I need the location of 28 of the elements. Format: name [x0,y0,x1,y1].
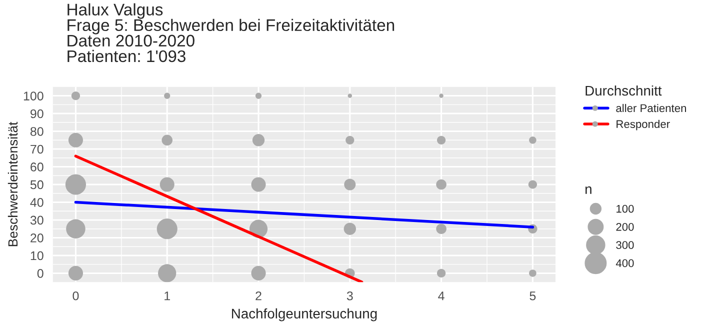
y-tick-label: 100 [24,92,44,100]
y-tick-label: 10 [30,251,44,260]
x-tick-label: 0 [72,291,79,300]
y-tick-label: 30 [30,216,44,225]
y-tick-label: 40 [30,198,44,207]
y-tick-label: 60 [30,162,44,172]
y-tick-label: 20 [30,234,44,242]
y-tick-label: 80 [30,127,44,136]
legend-label: 300 [616,241,634,249]
x-tick-label: 2 [256,291,262,300]
legend-label: aller Patienten [616,104,686,112]
legend-label: Responder [616,120,670,130]
legend-label: 400 [616,259,634,268]
y-tick-label: 50 [30,180,44,190]
x-tick-label: 1 [164,292,170,300]
legend-label: 200 [616,222,634,231]
legend-label: 100 [616,204,634,213]
y-tick-label: 70 [30,144,44,154]
y-tick-label: 90 [30,109,44,118]
chart-title: Halux Valgus Frage 5: Beschwerden bei Freizeitaktivitäten Daten 2010-2020 Patienten: 1'093 [68,3,394,62]
x-tick-label: 3 [346,291,353,300]
y-axis-title: Beschwerdeintensität [8,122,18,246]
text: n [585,186,592,194]
y-tick-label: 0 [37,269,44,278]
legend-title: Durchschnitt [586,85,662,96]
x-axis-title: Nachfolgeuntersuchung [232,308,377,322]
x-tick-label: 4 [438,292,444,300]
x-tick-label: 5 [530,292,536,300]
